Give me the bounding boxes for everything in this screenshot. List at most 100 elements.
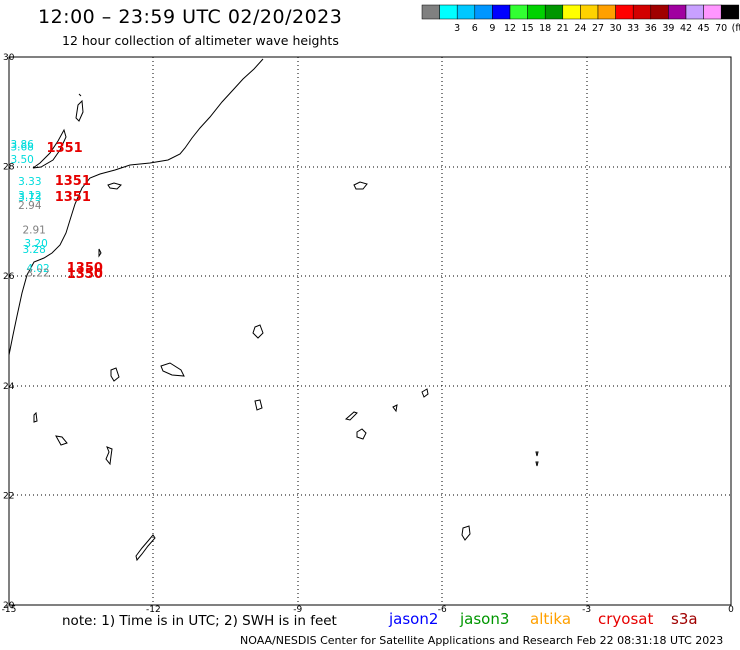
x-tick-label: 0: [728, 605, 734, 615]
y-tick-label: 22: [3, 491, 14, 501]
legend-label: 27: [592, 23, 604, 34]
x-tick-label: -15: [2, 605, 17, 615]
island-east-5: [356, 428, 367, 440]
wave-height-label: 3.68: [10, 142, 33, 154]
page-subtitle: 12 hour collection of altimeter wave hei…: [62, 33, 339, 48]
x-tick-label: -3: [582, 605, 591, 615]
island-lanzarote: [75, 99, 84, 122]
legend-swatch: [474, 4, 493, 20]
island-south-2: [135, 534, 156, 562]
wave-height-label: 1350: [67, 261, 103, 276]
legend-swatch: [685, 4, 704, 20]
note-text: note: 1) Time is in UTC; 2) SWH is in fe…: [62, 613, 337, 629]
island-south-1: [461, 525, 471, 541]
page-title: 12:00 – 23:59 UTC 02/20/2023: [38, 6, 343, 28]
x-tick-label: -12: [146, 605, 161, 615]
wave-height-label: 2.91: [22, 224, 45, 236]
wave-height-label: 1350: [67, 267, 103, 282]
africa-coastline: [8, 58, 264, 356]
y-tick-label: 30: [3, 53, 15, 63]
islands: [32, 93, 539, 562]
legend-swatch: [456, 4, 476, 20]
island-center-1: [252, 324, 264, 339]
legend-label: 15: [522, 23, 534, 34]
legend-swatch: [439, 4, 458, 20]
y-tick-label: 24: [3, 382, 15, 392]
legend-label: 24: [574, 23, 586, 34]
legend-swatch: [509, 4, 528, 20]
y-tick-label: 20: [3, 601, 15, 611]
wave-height-label: 3.22: [26, 268, 49, 280]
legend-swatch: [562, 4, 581, 20]
island-west-3: [105, 446, 113, 466]
island-center-4: [254, 399, 263, 411]
footer-credit: NOAA/NESDIS Center for Satellite Applica…: [240, 634, 724, 647]
wave-height-label: 3.33: [18, 176, 41, 188]
x-tick-label: -9: [293, 605, 302, 615]
island-east-2: [344, 411, 358, 421]
wave-height-label: 3.12: [18, 190, 41, 202]
wave-height-label: 1351: [55, 174, 91, 189]
legend-swatch: [421, 4, 440, 20]
legend-swatch: [668, 4, 687, 20]
legend-swatch: [597, 4, 616, 20]
island-fuerteventura: [32, 128, 67, 169]
island-center-2: [160, 362, 185, 377]
axis-tick-labels: -15 -12 -9 -6 -3 0 30 28 26 24 22 20: [2, 53, 734, 615]
island-west-1: [33, 411, 38, 423]
x-tick-label: -6: [438, 605, 447, 615]
island-east-1: [353, 181, 368, 190]
legend-label: 18: [539, 23, 551, 34]
island-west-2: [55, 435, 68, 446]
legend-swatch: [492, 4, 511, 20]
legend-label: 33: [627, 23, 639, 34]
legend-label: 36: [645, 23, 657, 34]
island-east-4: [421, 388, 429, 398]
legend-swatch: [632, 4, 652, 20]
legend-swatch: [703, 4, 722, 20]
legend-swatch: [544, 4, 564, 20]
legend-swatch: [615, 4, 634, 20]
wave-height-observations: 3.863.683.50 1351 3.33 1351 3.123.73 1351 2.94…: [10, 139, 103, 282]
legend-label: 45: [698, 23, 710, 34]
legend-label: 42: [680, 23, 692, 34]
legend-swatch: [720, 4, 740, 20]
wave-height-label: 3.50: [10, 154, 33, 166]
legend-label: 3: [454, 23, 460, 34]
satellite-label: cryosat: [598, 610, 654, 628]
lat-lon-grid: [9, 57, 731, 605]
island-coast-rock: [98, 248, 102, 258]
legend-label: 6: [472, 23, 478, 34]
wave-height-label: 3.86: [10, 139, 34, 151]
wave-height-label: 4.02: [26, 263, 49, 275]
island-center-3: [110, 367, 120, 382]
wave-height-label: 1351: [55, 190, 91, 205]
wave-height-label: 3.28: [22, 244, 45, 256]
island-east-3: [392, 404, 398, 413]
y-tick-label: 26: [3, 272, 15, 282]
island-far-east-1: [535, 451, 539, 457]
legend-swatch: [580, 4, 599, 20]
wave-height-label: 2.94: [18, 200, 42, 212]
legend-label: (ft): [732, 23, 740, 34]
legend-swatch: [650, 4, 669, 20]
legend-label: 70: [715, 23, 727, 34]
wave-height-label: 1351: [47, 141, 83, 156]
wave-height-label: 3.20: [24, 238, 47, 250]
satellite-label: jason2: [389, 610, 439, 628]
legend-label: 9: [489, 23, 495, 34]
satellite-label: altika: [530, 610, 572, 628]
wave-height-label: 3.73: [18, 192, 41, 204]
y-tick-label: 28: [3, 163, 15, 173]
legend-swatch: [527, 4, 546, 20]
satellite-label: s3a: [671, 610, 698, 628]
island-alegranza: [78, 93, 82, 97]
legend-label: 12: [504, 23, 516, 34]
map-frame: [8, 56, 732, 606]
island-far-east-2: [535, 461, 539, 467]
legend-label: 21: [557, 23, 569, 34]
satellite-label: jason3: [460, 610, 510, 628]
legend-label: 30: [610, 23, 622, 34]
